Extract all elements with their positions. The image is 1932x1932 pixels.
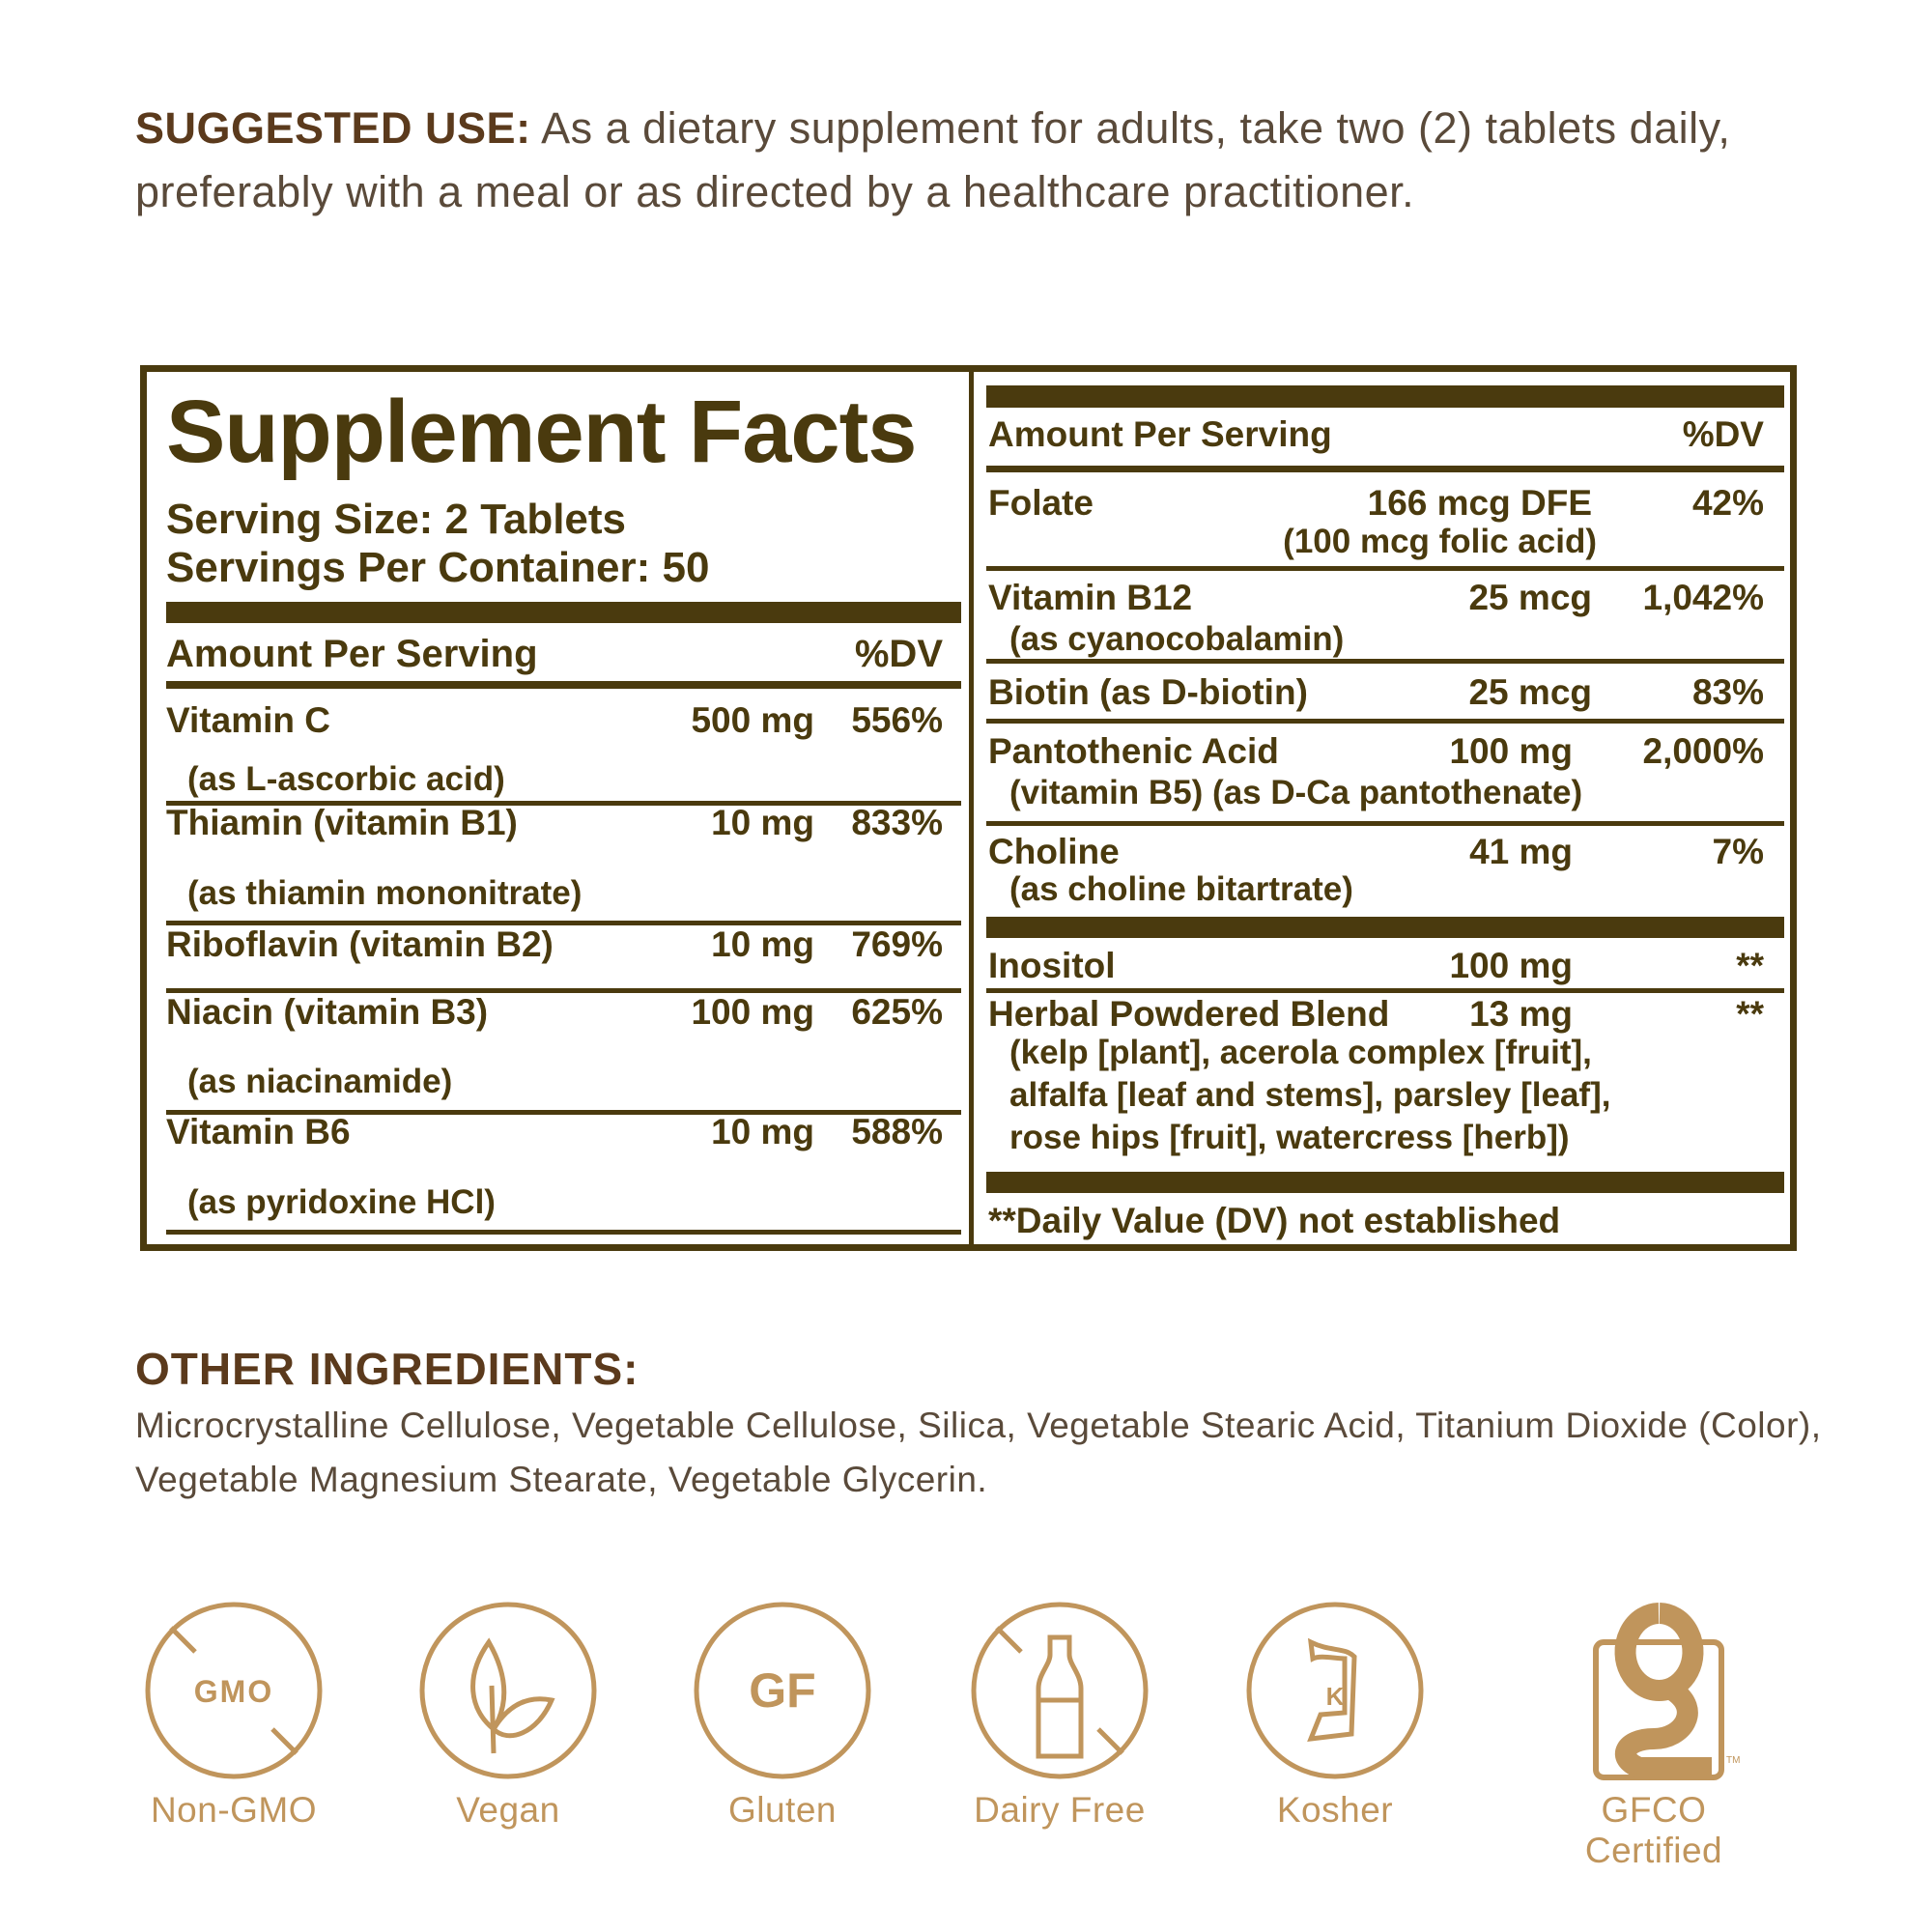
svg-text:GF: GF xyxy=(749,1663,815,1718)
facts-title: Supplement Facts xyxy=(166,383,917,481)
nutrient-name: Vitamin B6 xyxy=(166,1112,351,1151)
header-amount-left: Amount Per Serving xyxy=(166,633,538,675)
suggested-use: SUGGESTED USE: As a dietary supplement f… xyxy=(135,97,1797,224)
thick-rule xyxy=(166,602,961,623)
nutrient-amount: 10 mg xyxy=(711,1112,814,1151)
nutrient-dv: ** xyxy=(1736,994,1764,1034)
nutrient-amount: 25 mcg xyxy=(1468,578,1592,617)
badge-label: Dairy Free xyxy=(974,1790,1146,1830)
nutrient-name: Pantothenic Acid xyxy=(988,731,1279,771)
nutrient-name: Thiamin (vitamin B1) xyxy=(166,803,518,842)
rule xyxy=(986,821,1784,826)
kosher-icon: K xyxy=(1246,1602,1424,1779)
gfco-logo-icon: TM xyxy=(1593,1603,1740,1780)
svg-text:K: K xyxy=(1326,1682,1345,1711)
nutrient-amount: 100 mg xyxy=(1449,946,1573,985)
svg-text:GMO: GMO xyxy=(194,1674,273,1709)
nutrient-dv: 769% xyxy=(851,924,943,964)
badge-label: Kosher xyxy=(1276,1790,1394,1830)
rule xyxy=(986,466,1784,472)
nutrient-name: Vitamin B12 xyxy=(988,578,1193,617)
badge-gluten: GF Gluten xyxy=(657,1599,908,1831)
nutrient-amount: 13 mg xyxy=(1469,994,1573,1034)
badge-dairy-free: Dairy Free xyxy=(934,1599,1185,1831)
nutrient-name: Riboflavin (vitamin B2) xyxy=(166,924,554,964)
nutrient-source: (as L-ascorbic acid) xyxy=(187,760,505,798)
rule xyxy=(166,1230,961,1235)
other-ingredients-text: Microcrystalline Cellulose, Vegetable Ce… xyxy=(135,1406,1822,1499)
leaf-icon xyxy=(419,1602,597,1779)
nutrient-amount: 10 mg xyxy=(711,803,814,842)
badge-label: Non-GMO xyxy=(150,1790,318,1830)
rule xyxy=(166,801,961,806)
rule xyxy=(986,988,1784,993)
gluten-free-icon: GF xyxy=(694,1602,871,1779)
nutrient-name: Niacin (vitamin B3) xyxy=(166,992,489,1032)
badge-label: Vegan xyxy=(456,1790,560,1830)
nutrient-dv: 7% xyxy=(1712,832,1764,871)
nutrient-dv: 83% xyxy=(1691,672,1764,712)
nutrient-amount: 41 mg xyxy=(1469,832,1573,871)
nutrient-dv: 588% xyxy=(851,1112,943,1151)
nutrient-source: (as cyanocobalamin) xyxy=(1009,620,1345,658)
nutrient-amount: 100 mg xyxy=(691,992,814,1032)
nutrient-source: (as niacinamide) xyxy=(187,1063,453,1100)
nutrient-source: (as thiamin mononitrate) xyxy=(187,874,582,912)
nutrient-amount: 100 mg xyxy=(1449,731,1573,771)
nutrient-source: (vitamin B5) (as D-Ca pantothenate) xyxy=(1009,774,1583,811)
header-amount-right: Amount Per Serving xyxy=(988,414,1332,454)
suggested-use-text: As a dietary supplement for adults, take… xyxy=(135,103,1731,216)
column-divider xyxy=(969,372,974,1244)
nutrient-amount: 166 mcg DFE xyxy=(1367,483,1592,523)
badge-gfco-certified: TM GFCO Certified xyxy=(1528,1599,1779,1871)
badge-label: GFCO Certified xyxy=(1584,1790,1723,1870)
suggested-use-label: SUGGESTED USE: xyxy=(135,103,531,153)
rule xyxy=(166,1110,961,1115)
nutrient-dv: 2,000% xyxy=(1642,731,1765,771)
footnote: **Daily Value (DV) not established xyxy=(988,1201,1561,1240)
badge-kosher: K Kosher xyxy=(1209,1599,1461,1831)
nutrient-amount: 25 mcg xyxy=(1468,672,1592,712)
nutrient-name: Inositol xyxy=(988,946,1116,985)
badge-non-gmo: GMO Non-GMO xyxy=(108,1599,359,1831)
header-dv-left: %DV xyxy=(854,633,943,675)
nutrient-name: Folate xyxy=(988,483,1094,523)
nutrient-source: (100 mcg folic acid) xyxy=(1283,523,1597,560)
badge-label: Gluten xyxy=(727,1790,837,1830)
svg-text:TM: TM xyxy=(1726,1755,1740,1766)
header-dv-right: %DV xyxy=(1682,414,1764,454)
nutrient-dv: 1,042% xyxy=(1642,578,1765,617)
rule xyxy=(166,988,961,993)
nutrient-amount: 500 mg xyxy=(691,700,814,740)
nutrient-dv: 556% xyxy=(851,700,943,740)
nutrient-amount: 10 mg xyxy=(711,924,814,964)
nutrient-source: (as choline bitartrate) xyxy=(1009,870,1353,908)
servings-per-container: Servings Per Container: 50 xyxy=(166,544,710,591)
no-milk-bottle-icon xyxy=(971,1602,1149,1779)
nutrient-name: Herbal Powdered Blend xyxy=(988,994,1390,1034)
other-ingredients-heading: OTHER INGREDIENTS: xyxy=(135,1344,639,1394)
rule xyxy=(166,921,961,925)
badge-vegan: Vegan xyxy=(383,1599,634,1831)
nutrient-name: Vitamin C xyxy=(166,700,330,740)
thick-rule xyxy=(986,385,1784,408)
nutrient-name: Biotin (as D-biotin) xyxy=(988,672,1308,712)
rule xyxy=(986,719,1784,724)
no-gmo-icon: GMO xyxy=(145,1602,323,1779)
rule xyxy=(986,1172,1784,1193)
supplement-facts-panel: Supplement Facts Serving Size: 2 Tablets… xyxy=(140,365,1797,1251)
nutrient-dv: 42% xyxy=(1691,483,1764,523)
nutrient-source: (as pyridoxine HCl) xyxy=(187,1183,496,1221)
nutrient-name: Choline xyxy=(988,832,1120,871)
rule xyxy=(166,681,961,689)
nutrient-dv: 625% xyxy=(851,992,943,1032)
rule xyxy=(986,659,1784,664)
nutrient-source: (kelp [plant], acerola complex [fruit], … xyxy=(1009,1034,1611,1156)
nutrient-dv: 833% xyxy=(851,803,943,842)
rule xyxy=(986,917,1784,938)
nutrient-dv: ** xyxy=(1736,946,1764,985)
serving-size: Serving Size: 2 Tablets xyxy=(166,496,627,543)
rule xyxy=(986,566,1784,571)
